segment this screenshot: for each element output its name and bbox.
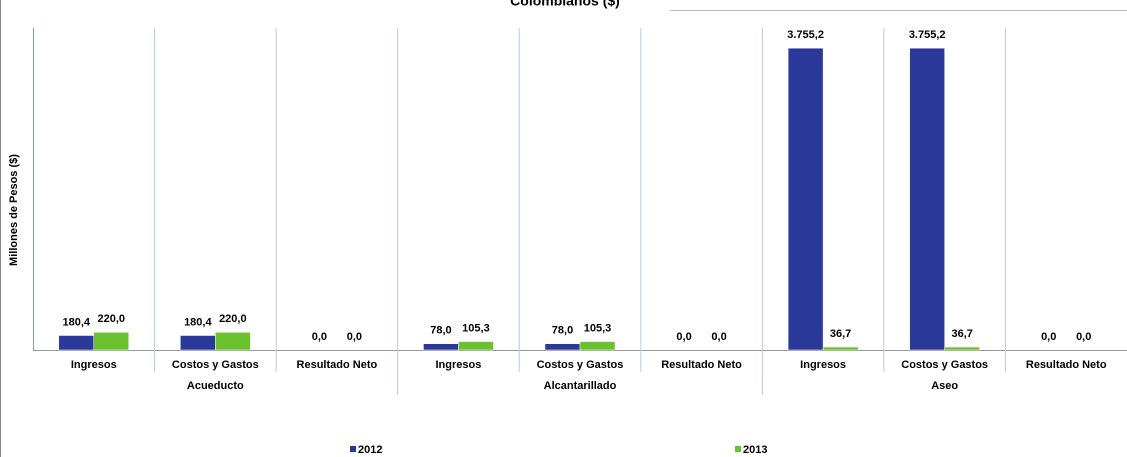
x-tick-label: Costos y Gastos [537,359,624,371]
bar [822,346,859,351]
group-label: Aseo [931,380,958,392]
data-label: 0,0 [347,331,362,343]
x-tick-label: Costos y Gastos [901,359,988,371]
data-label: 0,0 [1076,331,1091,343]
bar [215,332,251,351]
bar [787,47,824,351]
legend-swatch [350,446,356,452]
data-label: 36,7 [951,328,972,340]
x-tick-label: Resultado Neto [1026,359,1107,371]
bar [544,343,581,351]
x-tick-label: Ingresos [71,359,117,371]
data-label: 180,4 [184,316,212,328]
x-tick-label: Resultado Neto [661,359,742,371]
bar [93,332,130,351]
y-axis-label: Millones de Pesos ($) [8,154,20,266]
legend-swatch [735,446,741,452]
bar [909,47,945,351]
legend-label: 2013 [743,444,767,456]
bar [180,335,216,351]
data-label: 78,0 [552,325,573,337]
data-label: 105,3 [584,322,612,334]
group-label: Acueducto [187,380,244,392]
chart-title: Colombianos ($) [510,0,620,9]
data-label: 0,0 [676,331,691,343]
bar [944,346,980,351]
x-tick-label: Ingresos [800,359,846,371]
data-label: 3.755,2 [909,29,946,41]
bar [579,341,616,351]
data-label: 180,4 [63,316,91,328]
x-tick-label: Resultado Neto [297,359,378,371]
data-label: 0,0 [711,331,726,343]
data-label: 0,0 [312,331,327,343]
bar [58,335,95,351]
data-label: 105,3 [462,322,490,334]
data-label: 78,0 [430,325,451,337]
group-label: Alcantarillado [544,380,617,392]
data-label: 36,7 [830,328,851,340]
data-label: 220,0 [219,313,247,325]
legend-label: 2012 [358,444,382,456]
x-tick-label: Costos y Gastos [172,359,259,371]
data-label: 0,0 [1041,331,1056,343]
bar [458,341,494,351]
data-label: 220,0 [98,313,126,325]
bar [423,343,459,351]
x-tick-label: Ingresos [436,359,482,371]
data-label: 3.755,2 [787,29,824,41]
